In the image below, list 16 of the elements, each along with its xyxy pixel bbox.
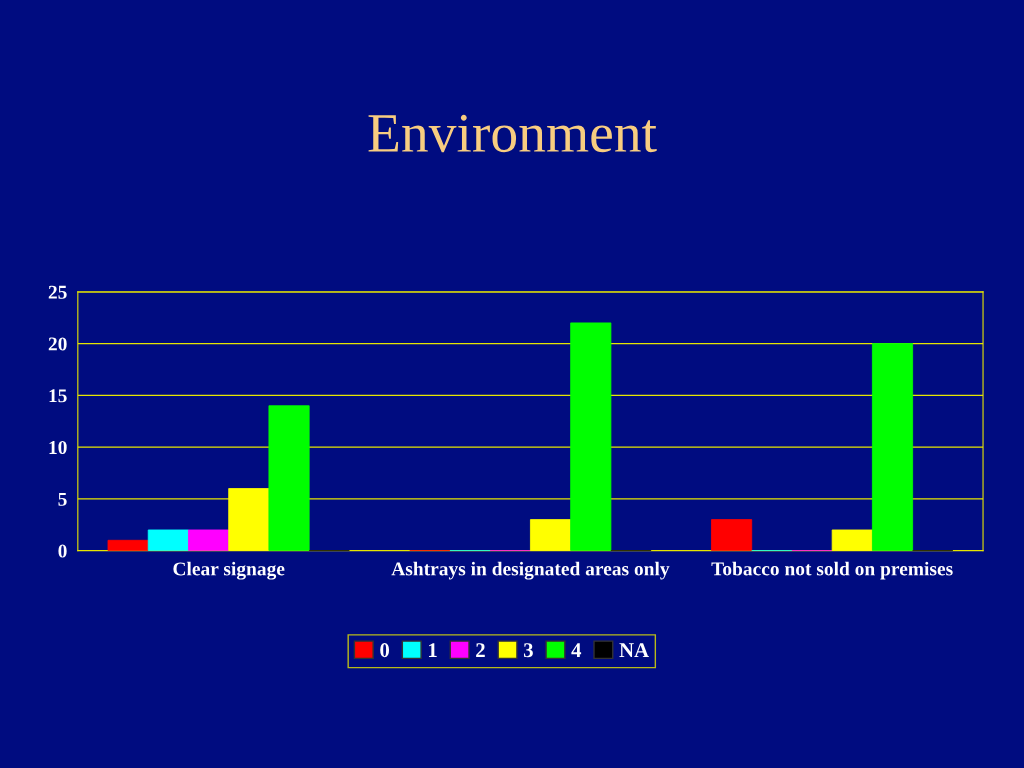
legend-label: 1 — [429, 643, 437, 657]
chart-title: Environment — [368, 114, 657, 153]
legend-label: NA — [619, 643, 649, 657]
x-tick-label: Clear signage — [173, 561, 285, 580]
x-tick-label: Ashtrays in designated areas only — [391, 561, 670, 580]
y-tick-label: 20 — [48, 337, 67, 351]
legend-label: 2 — [476, 643, 485, 657]
y-tick-label: 5 — [58, 492, 67, 506]
x-tick-label: Tobacco not sold on premises — [711, 561, 953, 580]
y-tick-label: 15 — [49, 389, 67, 403]
legend-label: 4 — [571, 643, 582, 657]
y-tick-label: 25 — [48, 285, 67, 299]
legend-label: 3 — [523, 643, 533, 658]
y-tick-label: 0 — [58, 544, 67, 558]
legend-label: 0 — [380, 643, 390, 658]
y-tick-label: 10 — [49, 440, 67, 455]
